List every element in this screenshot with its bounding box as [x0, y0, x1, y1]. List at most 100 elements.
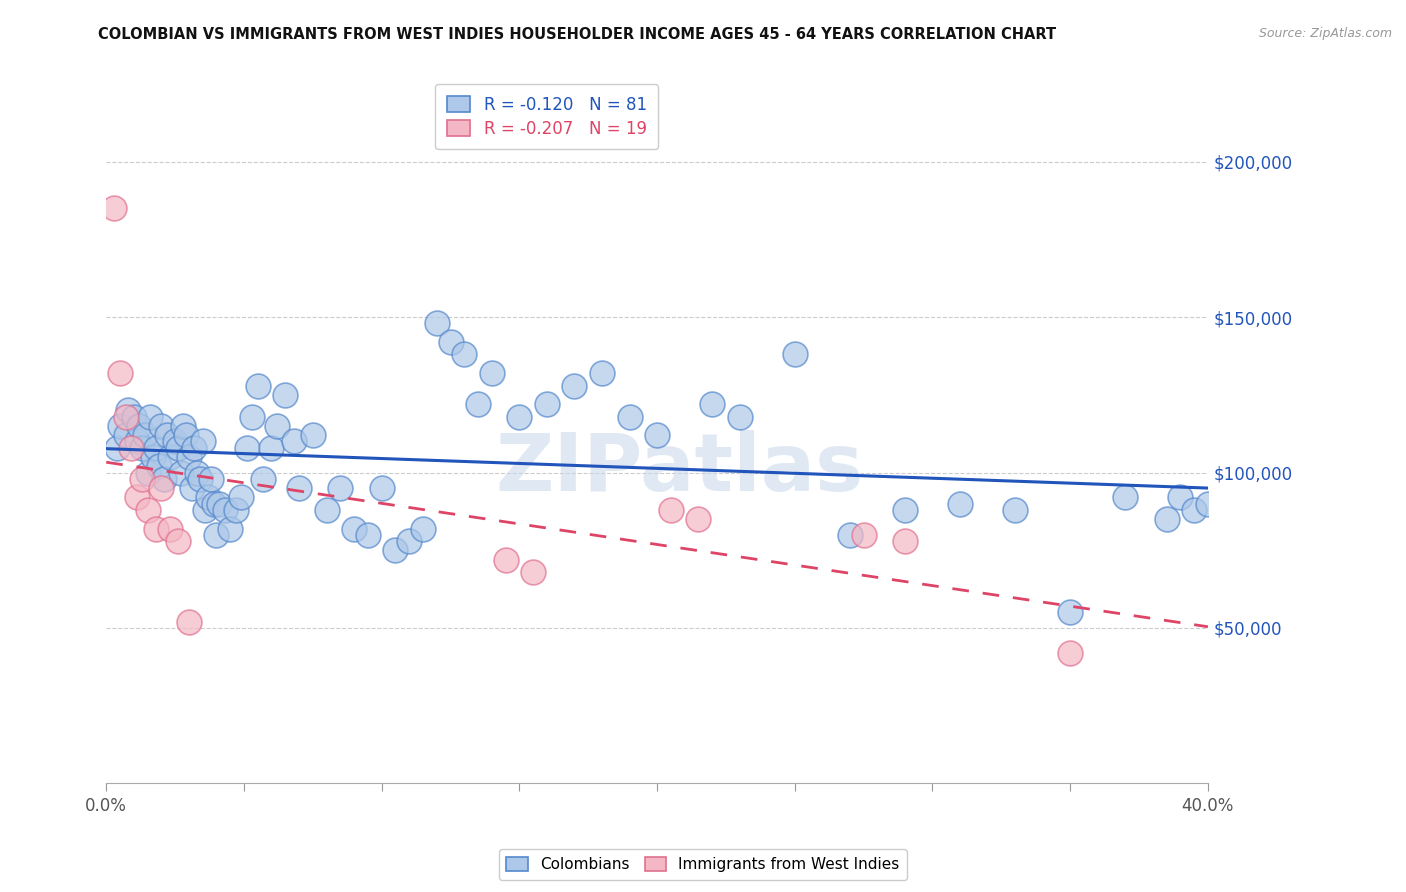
Point: [619, 409, 641, 424]
Point: [208, 497, 231, 511]
Point: [426, 317, 449, 331]
Point: [134, 428, 156, 442]
Point: [288, 481, 311, 495]
Text: COLOMBIAN VS IMMIGRANTS FROM WEST INDIES HOUSEHOLDER INCOME AGES 45 - 64 YEARS C: COLOMBIAN VS IMMIGRANTS FROM WEST INDIES…: [98, 27, 1056, 42]
Point: [117, 403, 139, 417]
Point: [139, 409, 162, 424]
Point: [148, 459, 170, 474]
Point: [166, 533, 188, 548]
Point: [274, 388, 297, 402]
Point: [564, 378, 586, 392]
Point: [120, 441, 142, 455]
Point: [225, 503, 247, 517]
Point: [398, 533, 420, 548]
Point: [894, 533, 917, 548]
Point: [205, 527, 228, 541]
Point: [172, 419, 194, 434]
Point: [522, 565, 544, 579]
Point: [1170, 491, 1192, 505]
Point: [159, 521, 181, 535]
Point: [202, 497, 225, 511]
Point: [536, 397, 558, 411]
Point: [728, 409, 751, 424]
Point: [783, 347, 806, 361]
Point: [197, 491, 219, 505]
Point: [838, 527, 860, 541]
Point: [131, 472, 153, 486]
Point: [105, 441, 128, 455]
Point: [153, 472, 176, 486]
Point: [283, 434, 305, 449]
Point: [200, 472, 222, 486]
Point: [235, 441, 257, 455]
Point: [150, 419, 173, 434]
Point: [852, 527, 875, 541]
Point: [412, 521, 434, 535]
Point: [131, 441, 153, 455]
Point: [894, 503, 917, 517]
Point: [508, 409, 530, 424]
Point: [315, 503, 337, 517]
Point: [343, 521, 366, 535]
Point: [125, 491, 148, 505]
Point: [166, 441, 188, 455]
Point: [384, 543, 406, 558]
Point: [266, 419, 288, 434]
Point: [246, 378, 269, 392]
Point: [231, 491, 253, 505]
Point: [645, 428, 668, 442]
Point: [142, 450, 165, 464]
Point: [125, 434, 148, 449]
Point: [1004, 503, 1026, 517]
Point: [177, 615, 200, 629]
Point: [260, 441, 283, 455]
Point: [240, 409, 263, 424]
Point: [145, 521, 167, 535]
Point: [180, 481, 202, 495]
Point: [370, 481, 392, 495]
Point: [136, 503, 159, 517]
Point: [467, 397, 489, 411]
Point: [949, 497, 972, 511]
Point: [659, 503, 682, 517]
Point: [194, 503, 217, 517]
Point: [1114, 491, 1136, 505]
Point: [136, 466, 159, 480]
Text: Source: ZipAtlas.com: Source: ZipAtlas.com: [1258, 27, 1392, 40]
Point: [439, 334, 461, 349]
Point: [1059, 646, 1081, 660]
Point: [453, 347, 475, 361]
Point: [183, 441, 205, 455]
Point: [150, 481, 173, 495]
Point: [114, 428, 136, 442]
Point: [1059, 606, 1081, 620]
Point: [114, 409, 136, 424]
Point: [495, 552, 517, 566]
Point: [128, 419, 150, 434]
Point: [219, 521, 242, 535]
Point: [177, 450, 200, 464]
Point: [481, 366, 503, 380]
Point: [1197, 497, 1219, 511]
Point: [108, 419, 131, 434]
Point: [301, 428, 323, 442]
Point: [252, 472, 274, 486]
Point: [145, 441, 167, 455]
Point: [214, 503, 236, 517]
Point: [1182, 503, 1205, 517]
Point: [165, 434, 187, 449]
Point: [159, 450, 181, 464]
Legend: Colombians, Immigrants from West Indies: Colombians, Immigrants from West Indies: [499, 849, 907, 880]
Point: [122, 409, 145, 424]
Point: [174, 428, 197, 442]
Point: [702, 397, 724, 411]
Point: [103, 202, 125, 216]
Point: [188, 472, 211, 486]
Point: [591, 366, 613, 380]
Point: [156, 428, 179, 442]
Point: [108, 366, 131, 380]
Text: ZIPatlas: ZIPatlas: [495, 430, 863, 508]
Point: [1156, 512, 1178, 526]
Point: [186, 466, 208, 480]
Point: [357, 527, 380, 541]
